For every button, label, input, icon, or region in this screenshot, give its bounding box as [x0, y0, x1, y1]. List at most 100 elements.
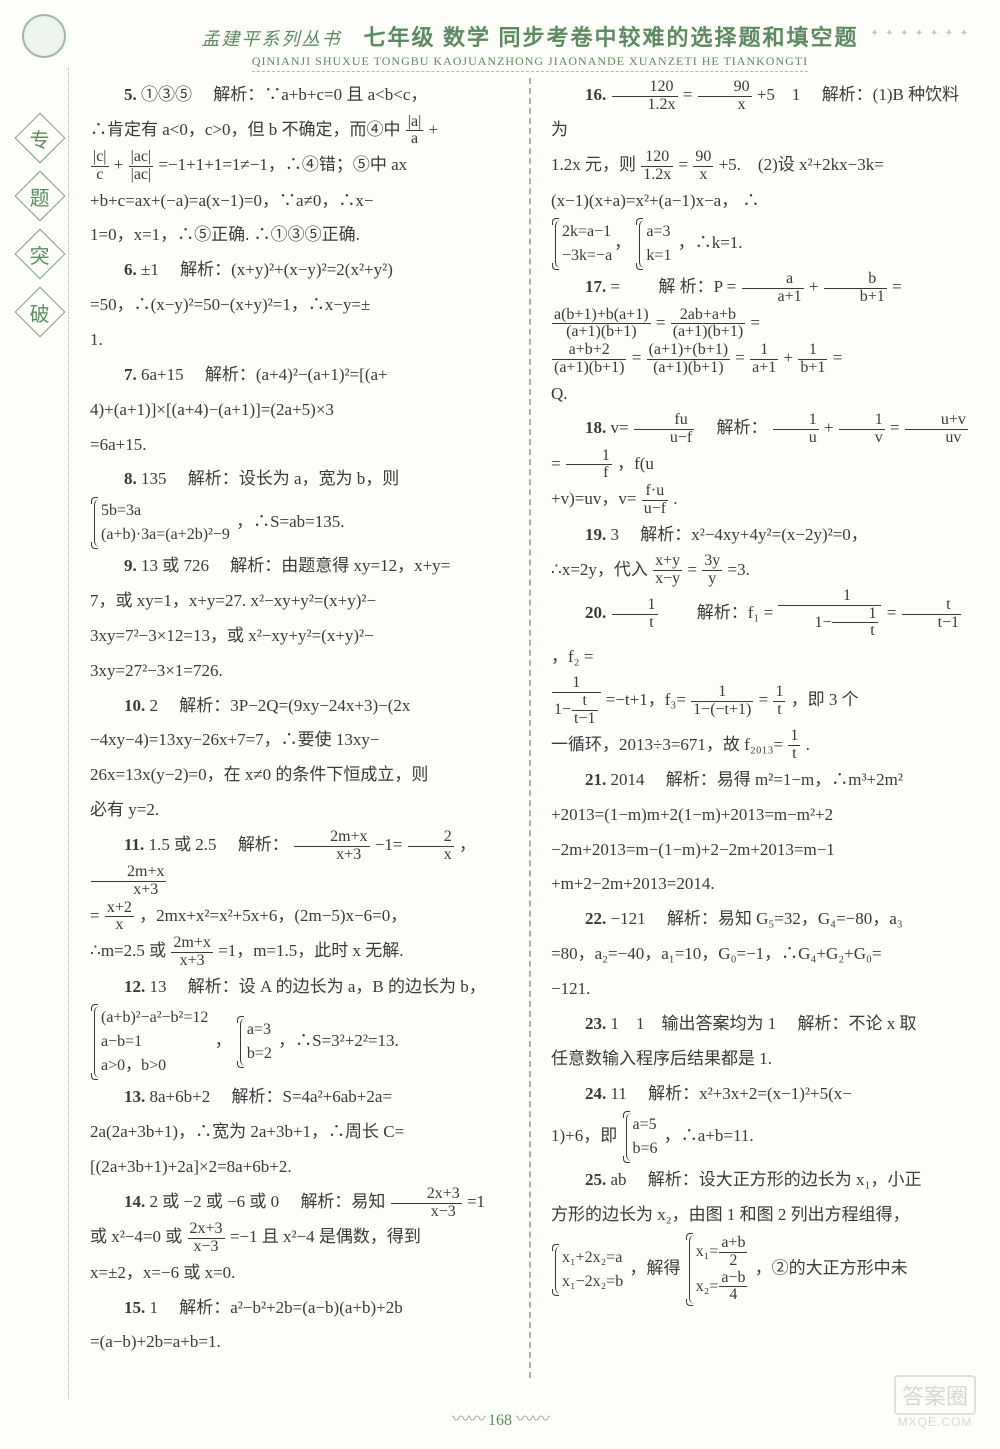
fraction: |c|c	[91, 149, 109, 184]
q20-line: 1 1−tt−1 =−t+1，f₃= 11−(−t+1) = 1t ，即 3 个	[551, 675, 970, 727]
brace: 2k=a−1 −3k=−a	[555, 220, 612, 268]
q22: 22. −121 解析：易知 G₅=32，G₄=−80，a₃	[551, 902, 970, 937]
brace: a=5 b=6	[626, 1113, 658, 1161]
fraction: 2m+xx+3	[91, 864, 166, 899]
q13-line: [(2a+3b+1)+2a]×2=8a+6b+2.	[90, 1150, 509, 1185]
q5-line: +b+c=ax+(−a)=a(x−1)=0，∵a≠0，∴x−	[90, 184, 509, 219]
q11: 11. 1.5 或 2.5 解析： 2m+xx+3 −1= 2x ， 2m+xx…	[90, 828, 509, 899]
fraction: 1a+1	[750, 342, 778, 377]
series-name: 孟建平系列丛书	[201, 25, 341, 51]
q7-line: =6a+15.	[90, 428, 509, 463]
q6: 6. ±1 解析：(x+y)²+(x−y)²=2(x²+y²)	[90, 253, 509, 288]
q17-line: a+b+2(a+1)(b+1) = (a+1)+(b+1)(a+1)(b+1) …	[551, 341, 970, 376]
q10-line: 26x=13x(y−2)=0，在 x≠0 的条件下恒成立，则	[90, 758, 509, 793]
q8-line: 5b=3a (a+b)·3a=(a+2b)²−9 ，∴S=ab=135.	[90, 497, 509, 549]
nested-fraction: 1 1−tt−1	[552, 675, 601, 727]
q7: 7. 6a+15 解析：(a+4)²−(a+1)²=[(a+	[90, 358, 509, 393]
q8: 8. 135 解析：设长为 a，宽为 b，则	[90, 462, 509, 497]
q23: 23. 1 1 输出答案均为 1 解析：不论 x 取	[551, 1007, 970, 1042]
fraction: 3yy	[702, 553, 722, 588]
fraction: fuu−f	[634, 412, 694, 447]
side-tab: 专	[15, 113, 66, 164]
brace: a=3 k=1	[639, 220, 671, 268]
brace: (a+b)²−a²−b²=12 a−b=1 a>0，b>0	[94, 1006, 208, 1078]
page-header: 孟建平系列丛书 七年级 数学 同步考卷中较难的选择题和填空题 QINIANJI …	[90, 20, 970, 72]
fraction: 1t	[788, 728, 800, 763]
q14: 14. 2 或 −2 或 −6 或 0 解析：易知 2x+3x−3 =1	[90, 1185, 509, 1220]
q21-line: −2m+2013=m−(1−m)+2−2m+2013=m−1	[551, 833, 970, 868]
q16-line: 1.2x 元，则 1201.2x = 90x +5. (2)设 x²+2kx−3…	[551, 148, 970, 183]
page-number: 〰〰 168 〰〰	[0, 1405, 1000, 1431]
q6-line: =50，∴(x−y)²=50−(x+y)²=1，∴x−y=±	[90, 288, 509, 323]
page-title: 七年级 数学 同步考卷中较难的选择题和填空题	[363, 20, 858, 52]
brace: a=3 b=2	[240, 1018, 272, 1066]
fraction: 2ab+a+b(a+1)(b+1)	[671, 307, 745, 342]
fraction: 90x	[698, 79, 752, 114]
header-ornament: ✦ ✦ ✦ ✦ ✦ ✦ ✦	[870, 28, 970, 39]
q19-line: ∴x=2y，代入 x+yx−y = 3yy =3.	[551, 553, 970, 588]
column-divider	[529, 78, 531, 1378]
brace: x₁+2x₂=a x₁−2x₂=b	[555, 1246, 623, 1294]
fraction: |ac||ac|	[129, 149, 154, 184]
seal-logo	[22, 14, 66, 58]
q6-line: 1.	[90, 323, 509, 358]
fraction: u+vuv	[905, 412, 968, 447]
page-title-pinyin: QINIANJI SHUXUE TONGBU KAOJUANZHONG JIAO…	[252, 54, 808, 72]
watermark-text: 答案圈	[894, 1375, 976, 1415]
q20-line: 一循环，2013÷3=671，故 f₂₀₁₃= 1t .	[551, 728, 970, 763]
q11-line: = x+2x ，2mx+x²=x²+5x+6，(2m−5)x−6=0，	[90, 899, 509, 934]
fraction: 1v	[839, 412, 885, 447]
q23-line: 任意数输入程序后结果都是 1.	[551, 1042, 970, 1077]
fraction: 2x+3x−3	[188, 1221, 225, 1256]
q21-line: +2013=(1−m)m+2(1−m)+2013=m−m²+2	[551, 798, 970, 833]
left-dotted-rule	[68, 68, 69, 1399]
q18: 18. v= fuu−f 解析： 1u + 1v = u+vuv = 1f ，f…	[551, 411, 970, 482]
watermark-url: MXQE.COM	[894, 1415, 976, 1429]
fraction: a+b+2(a+1)(b+1)	[552, 342, 626, 377]
fraction: 1201.2x	[612, 79, 678, 114]
fraction: bb+1	[824, 271, 887, 306]
q22-line: =80，a₂=−40，a₁=10，G₀=−1，∴G₄+G₂+G₀=	[551, 937, 970, 972]
fraction: 2m+xx+3	[171, 935, 212, 970]
fraction: 1t	[612, 597, 658, 632]
q25: 25. ab 解析：设大正方形的边长为 x₁，小正	[551, 1163, 970, 1198]
q9-line: 7，或 xy=1，x+y=27. x²−xy+y²=(x+y)²−	[90, 584, 509, 619]
fraction: |a|a	[406, 114, 424, 149]
fraction: 2m+xx+3	[294, 829, 369, 864]
q17-line: a(b+1)+b(a+1)(a+1)(b+1) = 2ab+a+b(a+1)(b…	[551, 306, 970, 341]
fraction: 11−(−t+1)	[691, 684, 753, 719]
q13-line: 2a(2a+3b+1)，∴宽为 2a+3b+1，∴周长 C=	[90, 1115, 509, 1150]
q20: 20. 1t 解析：f₁ = 1 1−1t = tt−1 ，f₂ =	[551, 588, 970, 675]
brace: x₁=a+b2 x₂=a−b4	[689, 1235, 749, 1304]
fraction: x+2x	[105, 900, 134, 935]
fraction: aa+1	[742, 271, 804, 306]
q5-line: ∴肯定有 a<0，c>0，但 b 不确定，而④中 |a|a +	[90, 113, 509, 148]
side-tab: 破	[15, 287, 66, 338]
fraction: x+yx−y	[653, 553, 682, 588]
q9-line: 3xy=27²−3×1=726.	[90, 654, 509, 689]
swash-icon: 〰〰	[452, 1409, 484, 1429]
q12: 12. 13 解析：设 A 的边长为 a，B 的边长为 b，	[90, 970, 509, 1005]
q16-line: (x−1)(x+a)=x²+(a−1)x−a， ∴	[551, 184, 970, 219]
swash-icon: 〰〰	[516, 1409, 548, 1429]
fraction: tt−1	[902, 597, 961, 632]
q22-line: −121.	[551, 972, 970, 1007]
fraction: f·uu−f	[642, 483, 668, 518]
fraction: 90x	[693, 149, 713, 184]
q5: 5. ①③⑤ 解析：∵a+b+c=0 且 a<b<c，	[90, 78, 509, 113]
q15: 15. 1 解析：a²−b²+2b=(a−b)(a+b)+2b	[90, 1291, 509, 1326]
q21-line: +m+2−2m+2013=2014.	[551, 867, 970, 902]
content-columns: 5. ①③⑤ 解析：∵a+b+c=0 且 a<b<c， ∴肯定有 a<0，c>0…	[90, 78, 970, 1378]
q16: 16. 1201.2x = 90x +5 1 解析：(1)B 种饮料为	[551, 78, 970, 148]
left-column: 5. ①③⑤ 解析：∵a+b+c=0 且 a<b<c， ∴肯定有 a<0，c>0…	[90, 78, 509, 1378]
q25-line: 方形的边长为 x₂，由图 1 和图 2 列出方程组得，	[551, 1198, 970, 1233]
q10-line: 必有 y=2.	[90, 793, 509, 828]
fraction: 1f	[566, 448, 612, 483]
q11-line: ∴m=2.5 或 2m+xx+3 =1，m=1.5，此时 x 无解.	[90, 934, 509, 969]
fraction: a(b+1)+b(a+1)(a+1)(b+1)	[552, 307, 651, 342]
fraction: 2x	[408, 829, 454, 864]
fraction: 1u	[773, 412, 819, 447]
q25-line: x₁+2x₂=a x₁−2x₂=b ，解得 x₁=a+b2 x₂=a−b4 ，②…	[551, 1233, 970, 1306]
q24-line: 1)+6，即 a=5 b=6 ，∴a+b=11.	[551, 1111, 970, 1163]
watermark: 答案圈 MXQE.COM	[894, 1375, 976, 1429]
